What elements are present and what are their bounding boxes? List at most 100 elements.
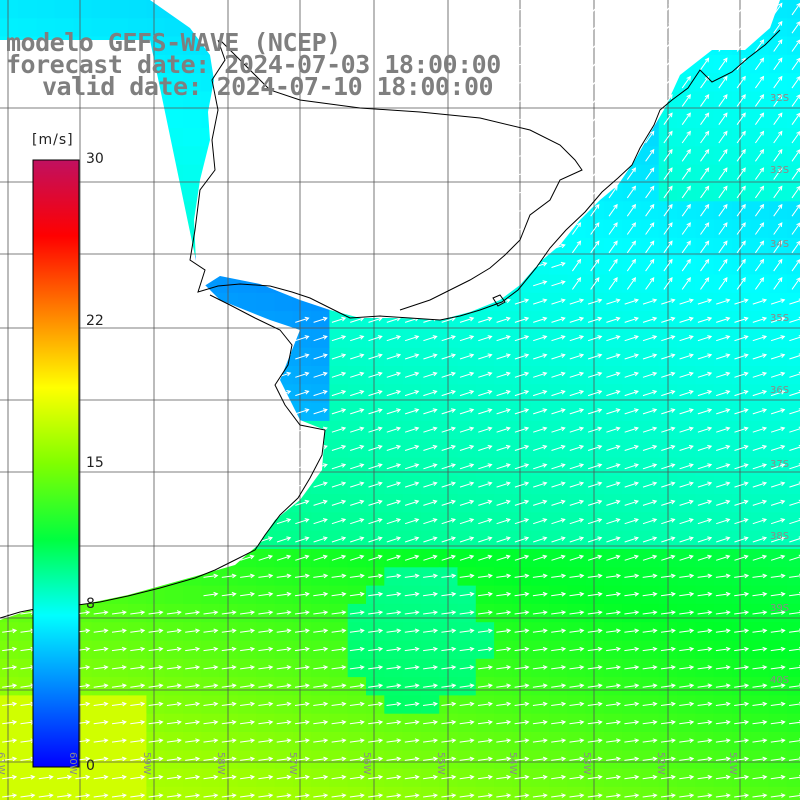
wind-arrow <box>276 499 292 506</box>
wind-arrow <box>130 793 146 798</box>
wind-arrow <box>185 610 201 615</box>
wind-arrow <box>770 591 786 597</box>
wind-arrow <box>752 298 768 305</box>
wind-arrow <box>608 222 618 235</box>
wind-arrow <box>313 701 329 707</box>
wind-arrow <box>423 591 439 597</box>
wind-arrow <box>441 554 456 561</box>
wind-arrow <box>221 756 237 762</box>
wind-arrow <box>331 793 347 798</box>
wind-arrow <box>551 481 566 488</box>
wind-arrow <box>624 628 640 634</box>
wind-arrow <box>533 481 548 488</box>
wind-arrow <box>496 444 511 451</box>
latitude-label: 39S <box>770 603 790 614</box>
wind-arrow <box>148 738 164 743</box>
wind-arrow <box>478 371 493 378</box>
wind-arrow <box>496 774 512 780</box>
wind-arrow <box>569 371 585 378</box>
wind-arrow <box>368 573 384 579</box>
wind-arrow <box>331 554 347 561</box>
wind-arrow <box>679 610 695 615</box>
wind-arrow <box>240 554 255 561</box>
wind-arrow <box>148 610 164 615</box>
wind-arrow <box>716 408 731 415</box>
wind-arrow <box>240 774 256 780</box>
wind-arrow <box>404 701 420 707</box>
wind-arrow <box>295 390 310 397</box>
wind-arrow <box>754 94 765 107</box>
wind-arrow <box>203 610 219 615</box>
wind-cell <box>786 0 800 19</box>
wind-arrow <box>111 793 127 798</box>
wind-arrow <box>459 426 475 433</box>
wind-arrow <box>423 774 439 780</box>
wind-arrow <box>459 408 475 415</box>
wind-arrow <box>496 683 512 689</box>
wind-arrow <box>386 499 402 506</box>
wind-arrow <box>569 316 585 323</box>
wind-arrow <box>645 94 655 107</box>
wind-arrow <box>770 444 786 451</box>
wind-arrow <box>736 185 746 199</box>
wind-arrow <box>551 444 566 451</box>
wind-arrow <box>773 112 783 125</box>
wind-arrow <box>770 463 786 470</box>
wind-arrow <box>697 573 713 579</box>
wind-arrow <box>313 554 328 561</box>
wind-arrow <box>276 628 292 634</box>
wind-cell <box>256 292 276 312</box>
wind-arrow <box>350 353 365 360</box>
wind-arrow <box>569 444 585 451</box>
wind-arrow <box>240 793 256 798</box>
wind-cell <box>183 164 202 184</box>
wind-arrow <box>441 665 457 670</box>
wind-cell <box>36 0 56 19</box>
wind-arrow <box>624 774 640 780</box>
wind-arrow <box>587 554 603 561</box>
wind-arrow <box>478 42 493 49</box>
wind-arrow <box>752 793 768 798</box>
wind-arrow <box>697 518 713 525</box>
wind-arrow <box>679 298 694 305</box>
wind-arrow <box>551 335 566 342</box>
wind-arrow <box>368 774 384 780</box>
colorbar-unit: [m/s] <box>32 132 74 148</box>
wind-arrow <box>697 298 713 305</box>
wind-arrow <box>551 115 566 122</box>
wind-cell <box>164 786 184 800</box>
wind-arrow <box>496 573 512 579</box>
wind-cell <box>786 786 800 800</box>
wind-arrow <box>111 628 127 634</box>
wind-arrow <box>789 518 800 525</box>
wind-arrow <box>166 683 182 689</box>
wind-arrow <box>477 738 493 743</box>
wind-arrow <box>624 518 639 525</box>
wind-arrow <box>57 774 73 780</box>
wind-arrow <box>533 60 548 67</box>
wind-arrow <box>661 353 676 360</box>
wind-cell <box>91 0 111 19</box>
wind-arrow <box>185 701 201 707</box>
wind-arrow <box>386 518 402 525</box>
wind-arrow <box>331 683 347 689</box>
wind-arrow <box>331 444 347 451</box>
wind-arrow <box>608 148 618 162</box>
wind-arrow <box>221 610 237 615</box>
wind-arrow <box>697 444 713 451</box>
wind-cell <box>0 0 19 19</box>
wind-arrow <box>642 610 658 615</box>
wind-arrow <box>697 665 713 670</box>
wind-arrow <box>551 646 567 652</box>
wind-arrow <box>532 591 548 597</box>
wind-arrow <box>569 701 585 707</box>
wind-arrow <box>423 463 438 470</box>
wind-cell <box>73 0 93 19</box>
wind-cell <box>0 18 19 38</box>
wind-arrow <box>423 444 438 451</box>
wind-arrow <box>441 444 456 451</box>
wind-arrow <box>331 774 347 780</box>
wind-arrow <box>386 408 402 415</box>
wind-arrow <box>645 148 655 162</box>
wind-arrow <box>789 720 800 725</box>
